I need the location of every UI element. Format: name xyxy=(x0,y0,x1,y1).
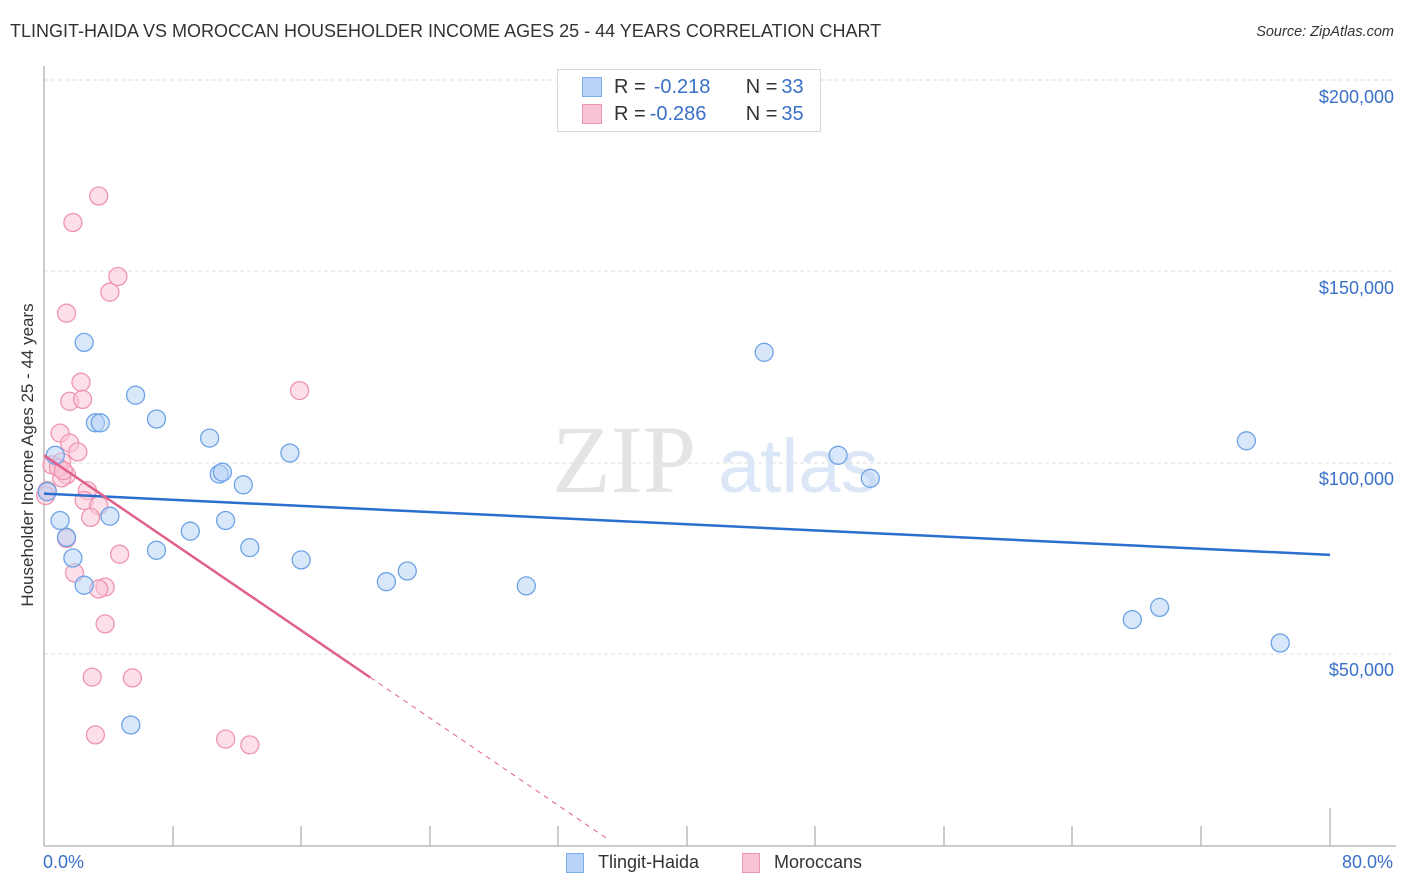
n-label: N = xyxy=(745,75,778,98)
source-credit: Source: ZipAtlas.com xyxy=(1256,24,1394,40)
blue-swatch-icon xyxy=(582,77,602,97)
data-point xyxy=(828,445,848,465)
data-point xyxy=(754,342,774,362)
r-value: -0.218 xyxy=(653,75,711,98)
n-value: 35 xyxy=(781,102,804,125)
data-point xyxy=(56,527,77,547)
y-tick-100k: $100,000 xyxy=(1318,469,1394,489)
y-tick-50k: $50,000 xyxy=(1328,660,1394,680)
correlation-legend: R = -0.218 N = 33 R = -0.286 N = 35 xyxy=(557,69,821,132)
data-point xyxy=(85,725,106,745)
data-point xyxy=(215,510,236,531)
moroccans-points xyxy=(35,186,310,755)
series-name: Tlingit-Haida xyxy=(598,852,700,872)
r-label: R = xyxy=(614,75,646,98)
data-point xyxy=(63,212,83,233)
moroccans-trend-line xyxy=(43,454,372,679)
tlingit-haida-trend-line xyxy=(43,492,1331,557)
data-point xyxy=(180,521,200,541)
data-point xyxy=(376,572,397,592)
series-legend-moroccans[interactable]: Moroccans xyxy=(742,852,862,873)
data-point xyxy=(125,385,146,405)
moroccans-trend-extension xyxy=(370,677,607,839)
pink-swatch-icon xyxy=(582,104,602,124)
data-point xyxy=(109,544,130,564)
data-point xyxy=(233,475,253,495)
data-point xyxy=(240,735,260,755)
data-point xyxy=(108,266,128,287)
data-point xyxy=(74,332,94,353)
data-point xyxy=(146,540,167,560)
data-point xyxy=(100,506,120,526)
trend-lines xyxy=(43,454,1331,839)
data-point xyxy=(82,667,102,687)
data-point xyxy=(199,428,220,448)
data-point xyxy=(89,186,109,206)
series-legend-tlingit-haida[interactable]: Tlingit-Haida xyxy=(566,852,699,873)
legend-row-moroccans: R = -0.286 N = 35 xyxy=(582,103,804,125)
tlingit-haida-points xyxy=(37,332,1290,735)
svg-text:ZIP: ZIP xyxy=(552,406,696,513)
series-name: Moroccans xyxy=(774,852,863,872)
watermark: ZIP atlas xyxy=(552,406,879,513)
chart-title: TLINGIT-HAIDA VS MOROCCAN HOUSEHOLDER IN… xyxy=(10,21,882,41)
data-point xyxy=(121,715,141,735)
y-tick-150k: $150,000 xyxy=(1318,278,1394,298)
data-point xyxy=(146,409,167,429)
data-point xyxy=(516,576,536,596)
gridlines xyxy=(44,79,1396,655)
data-point xyxy=(37,482,57,502)
data-point xyxy=(63,548,83,568)
legend-row-tlingit-haida: R = -0.218 N = 33 xyxy=(582,76,804,98)
y-axis-title: Householder Income Ages 25 - 44 years xyxy=(18,303,37,607)
data-point xyxy=(215,729,236,749)
data-point xyxy=(100,282,120,302)
data-point xyxy=(280,443,300,463)
data-point xyxy=(95,614,115,634)
data-point xyxy=(1149,597,1170,618)
x-tick-max: 80.0% xyxy=(1341,852,1393,872)
blue-swatch-icon xyxy=(566,852,584,873)
data-point xyxy=(289,380,310,401)
pink-swatch-icon xyxy=(742,852,760,873)
svg-text:atlas: atlas xyxy=(718,424,879,509)
data-point xyxy=(860,468,880,488)
data-point xyxy=(397,561,417,581)
data-point xyxy=(71,372,91,392)
data-point xyxy=(212,462,233,482)
data-point xyxy=(1270,633,1290,653)
y-tick-200k: $200,000 xyxy=(1318,87,1394,107)
n-label: N = xyxy=(745,102,778,125)
n-value: 33 xyxy=(781,75,804,98)
data-point xyxy=(122,668,143,688)
r-value: -0.286 xyxy=(649,102,707,125)
data-point xyxy=(240,537,260,558)
r-label: R = xyxy=(614,102,646,125)
x-tick-min: 0.0% xyxy=(43,852,85,872)
data-point xyxy=(72,389,93,410)
data-point xyxy=(80,507,101,528)
data-point xyxy=(74,575,94,595)
data-point xyxy=(56,303,77,323)
data-point xyxy=(50,510,70,531)
data-point xyxy=(90,413,110,433)
data-point xyxy=(1236,431,1257,451)
data-point xyxy=(1122,609,1142,630)
data-point xyxy=(68,442,88,462)
data-point xyxy=(291,550,311,570)
